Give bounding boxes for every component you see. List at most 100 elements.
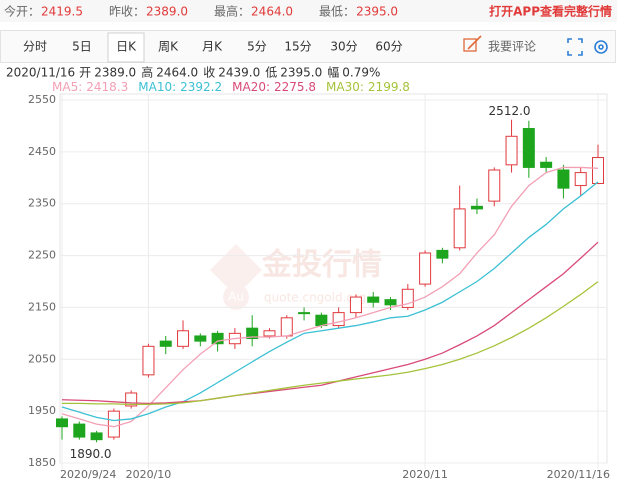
tab[interactable]: 15分 (284, 40, 311, 54)
candle-body (419, 252, 432, 285)
ma-line (62, 281, 599, 406)
y-tick-label: 2250 (28, 249, 56, 262)
candle-body (557, 169, 570, 189)
legend-name: MA20 (232, 80, 266, 94)
candle-body (56, 418, 68, 428)
tabs: 分时 5日 日K 周K 月K 5分 15分 30分 60分 (23, 32, 403, 63)
candle-body (280, 317, 293, 337)
candle-body (384, 299, 397, 306)
max-annotation: 2512.0 (489, 104, 531, 118)
candle-body (125, 392, 138, 407)
y-tick-label: 1850 (28, 456, 56, 469)
legend-name: MA10 (138, 80, 172, 94)
tab[interactable]: 60分 (375, 40, 402, 54)
legend-name: MA5 (52, 80, 78, 94)
y-tick-label: 1950 (28, 404, 56, 417)
candle-body (349, 296, 362, 314)
x-tick-label: 2020/9/24 (60, 468, 116, 481)
stat-label: 最低： (319, 5, 355, 19)
info-value: 2439.0 (218, 66, 260, 80)
stat-value: 2419.5 (41, 5, 83, 19)
info-label: 低 (265, 66, 277, 80)
tab[interactable]: 分时 (23, 40, 47, 54)
y-tick-label: 2450 (28, 145, 56, 158)
legend-value: 2199.8 (368, 80, 410, 94)
candle-body (159, 340, 172, 347)
tab[interactable]: 30分 (330, 40, 357, 54)
stat-label: 最高： (214, 4, 250, 19)
legend-entry: MA5: 2418.3 (52, 80, 128, 94)
legend-delimiter: : (78, 80, 82, 94)
info-value: 0.79% (342, 66, 380, 80)
header-stats: 今开： 2419.5 昨收： 2389.0 最高： 2464.0 最低： 2395.0 (4, 4, 398, 19)
app-link[interactable]: 打开APP查看完整行情 (489, 4, 612, 19)
tab-bar (0, 30, 616, 63)
tab[interactable]: 5日 (72, 40, 92, 54)
candle-body (73, 423, 86, 438)
plot: 1850 1950 2050 2150 2250 2350 2450 2550 2020/9/2… (28, 93, 610, 481)
candle-body (263, 330, 276, 337)
stat-label: 今开： (4, 4, 40, 19)
stat-label: 昨收： (109, 5, 145, 19)
candle-body (453, 208, 466, 249)
tab-selected (107, 32, 145, 63)
candle-body (298, 312, 311, 315)
candle-body (194, 335, 207, 342)
legend-delimiter: : (360, 80, 364, 94)
header-bar (0, 0, 617, 22)
candle-body (574, 172, 587, 187)
candle-body (522, 128, 535, 168)
y-tick-label: 2050 (28, 352, 56, 365)
candle-body (107, 410, 120, 438)
candle-body (142, 345, 155, 376)
info-value: 2395.0 (280, 66, 322, 80)
info-value: 2464.0 (156, 66, 198, 80)
x-tick-label: 2020/11 (402, 468, 448, 481)
legend-entry: MA30: 2199.8 (326, 80, 410, 94)
info-label: 开 (79, 66, 91, 80)
y-tick-label: 2550 (28, 93, 56, 106)
comment-icon[interactable] (463, 35, 482, 52)
legend-entry: MA20: 2275.8 (232, 80, 316, 94)
candle-body (505, 135, 518, 166)
candle-body (315, 314, 328, 327)
comment-link[interactable]: 我要评论 (488, 40, 536, 54)
stat-value: 2464.0 (251, 5, 293, 19)
y-tick-label: 2350 (28, 197, 56, 210)
watermark: Au 金投行情 quote.cngold.org (210, 244, 382, 310)
legend-value: 2392.2 (180, 80, 222, 94)
candle-body (488, 169, 501, 202)
info-line: 2020/11/16 开 2389.0 高 2464.0 收 2439.0 低 2395.0 幅 0… (6, 65, 380, 80)
watermark-brand: 金投行情 (261, 248, 382, 283)
candle-body (592, 157, 604, 184)
legend: MA5: 2418.3 MA10: 2392.2 MA20: 2275.8 MA30: 219… (52, 80, 410, 94)
candle-body (90, 432, 103, 441)
legend-entry: MA10: 2392.2 (138, 80, 222, 94)
fullscreen-icon[interactable] (567, 38, 583, 56)
x-tick-label: 2020/11/16 (547, 468, 610, 481)
candle-body (246, 327, 259, 340)
legend-value: 2418.3 (86, 80, 128, 94)
candle-body (470, 205, 483, 210)
tab[interactable]: 日K (116, 40, 137, 54)
y-tick-label: 2150 (28, 300, 56, 313)
min-annotation: 1890.0 (70, 447, 112, 461)
candle-body (401, 288, 414, 308)
info-label: 高 (141, 65, 153, 80)
ma-line (61, 241, 599, 405)
stat-value: 2389.0 (146, 5, 188, 19)
candle-body (177, 330, 190, 347)
tab[interactable]: 5分 (247, 40, 267, 54)
watermark-url: quote.cngold.org (264, 291, 366, 305)
candle-body (332, 312, 345, 327)
x-tick-label: 2020/10 (126, 468, 172, 481)
candle-body (540, 161, 553, 168)
candle-body (436, 249, 449, 259)
tab[interactable]: 月K (202, 40, 223, 54)
settings-icon[interactable] (594, 40, 608, 54)
tab[interactable]: 周K (158, 40, 179, 54)
candle-body (367, 296, 380, 303)
legend-name: MA30 (326, 80, 360, 94)
ma-line (61, 181, 599, 422)
